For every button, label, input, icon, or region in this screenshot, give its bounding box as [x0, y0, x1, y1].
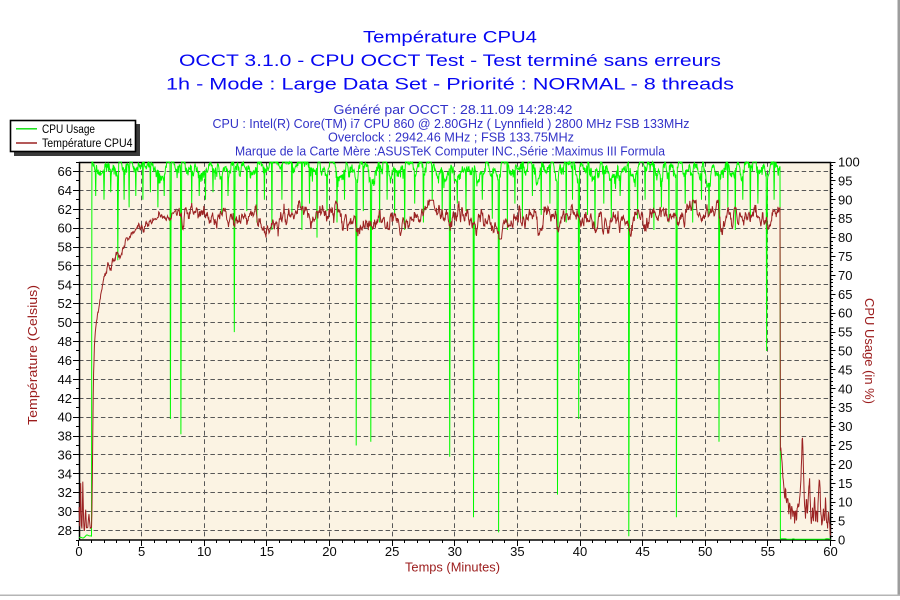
svg-text:42: 42	[58, 391, 72, 406]
svg-text:5: 5	[838, 514, 845, 529]
svg-text:60: 60	[823, 544, 837, 559]
svg-text:10: 10	[197, 544, 211, 559]
svg-text:55: 55	[761, 544, 775, 559]
svg-text:35: 35	[838, 400, 852, 415]
svg-text:CPU : Intel(R) Core(TM) i7 CPU: CPU : Intel(R) Core(TM) i7 CPU 860 @ 2.8…	[213, 117, 690, 131]
svg-text:CPU Usage (in %): CPU Usage (in %)	[862, 298, 877, 404]
svg-text:46: 46	[58, 353, 72, 368]
svg-text:20: 20	[838, 457, 852, 472]
svg-text:90: 90	[838, 192, 852, 207]
svg-text:35: 35	[510, 544, 524, 559]
svg-text:15: 15	[838, 476, 852, 491]
svg-text:OCCT 3.1.0 - CPU OCCT Test - T: OCCT 3.1.0 - CPU OCCT Test - Test termin…	[179, 51, 721, 70]
svg-text:Overclock : 2942.46 MHz ; FSB: Overclock : 2942.46 MHz ; FSB 133.75MHz	[328, 131, 574, 145]
svg-text:30: 30	[448, 544, 462, 559]
svg-text:28: 28	[58, 523, 72, 538]
svg-text:30: 30	[838, 419, 852, 434]
svg-text:Marque de la Carte Mère :ASUST: Marque de la Carte Mère :ASUSTeK Compute…	[235, 144, 665, 158]
svg-text:25: 25	[385, 544, 399, 559]
svg-text:58: 58	[58, 240, 72, 255]
svg-text:48: 48	[58, 334, 72, 349]
svg-text:45: 45	[838, 362, 852, 377]
svg-text:20: 20	[322, 544, 336, 559]
svg-text:Température CPU4: Température CPU4	[42, 138, 133, 150]
svg-text:CPU Usage: CPU Usage	[42, 124, 95, 136]
svg-text:Temps (Minutes): Temps (Minutes)	[405, 561, 500, 575]
svg-text:80: 80	[838, 230, 852, 245]
svg-text:60: 60	[838, 306, 852, 321]
svg-text:100: 100	[838, 155, 860, 170]
svg-text:64: 64	[58, 183, 72, 198]
svg-text:40: 40	[573, 544, 587, 559]
svg-text:44: 44	[58, 372, 72, 387]
svg-text:Température CPU4: Température CPU4	[363, 28, 537, 47]
svg-text:60: 60	[58, 221, 72, 236]
svg-text:95: 95	[838, 173, 852, 188]
svg-text:30: 30	[58, 504, 72, 519]
svg-text:1h - Mode : Large Data Set - P: 1h - Mode : Large Data Set - Priorité : …	[166, 75, 734, 94]
svg-text:50: 50	[698, 544, 712, 559]
svg-text:50: 50	[838, 344, 852, 359]
svg-text:45: 45	[635, 544, 649, 559]
svg-text:40: 40	[58, 410, 72, 425]
svg-text:38: 38	[58, 429, 72, 444]
svg-text:34: 34	[58, 466, 72, 481]
svg-text:15: 15	[260, 544, 274, 559]
svg-text:Température (Celsius): Température (Celsius)	[25, 285, 40, 425]
svg-text:25: 25	[838, 438, 852, 453]
svg-text:Généré par OCCT : 28.11.09 14:: Généré par OCCT : 28.11.09 14:28:42	[334, 103, 573, 117]
svg-text:56: 56	[58, 259, 72, 274]
svg-text:0: 0	[838, 533, 845, 548]
svg-text:40: 40	[838, 381, 852, 396]
svg-text:5: 5	[138, 544, 145, 559]
svg-text:50: 50	[58, 315, 72, 330]
svg-text:75: 75	[838, 249, 852, 264]
svg-text:32: 32	[58, 485, 72, 500]
svg-text:0: 0	[75, 544, 82, 559]
svg-text:62: 62	[58, 202, 72, 217]
svg-text:36: 36	[58, 447, 72, 462]
svg-text:10: 10	[838, 495, 852, 510]
svg-text:52: 52	[58, 296, 72, 311]
svg-text:70: 70	[838, 268, 852, 283]
svg-text:54: 54	[58, 277, 72, 292]
svg-text:85: 85	[838, 211, 852, 226]
svg-text:55: 55	[838, 325, 852, 340]
svg-text:66: 66	[58, 164, 72, 179]
svg-text:65: 65	[838, 287, 852, 302]
